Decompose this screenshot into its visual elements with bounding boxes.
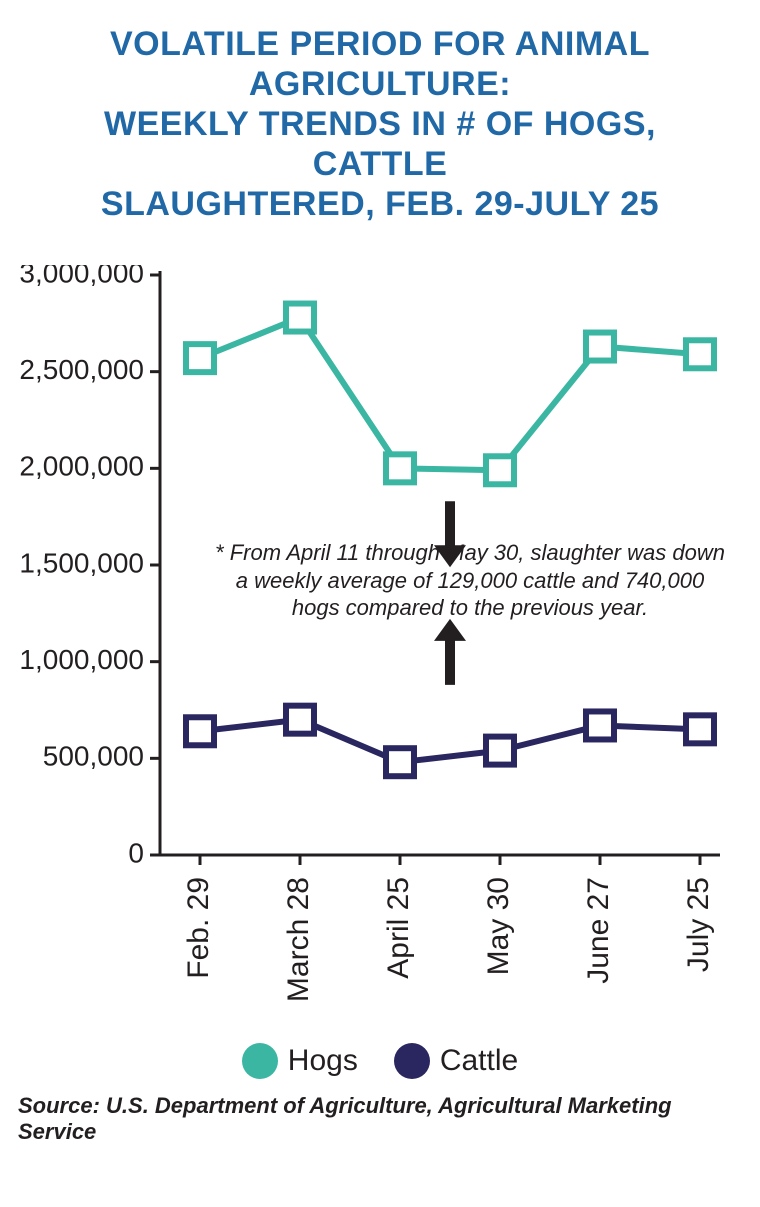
x-tick-label: Feb. 29 — [182, 877, 215, 979]
title-line3: SLAUGHTERED, FEB. 29-JULY 25 — [40, 184, 720, 224]
legend-label: Cattle — [440, 1044, 518, 1078]
series-marker-cattle — [486, 736, 514, 764]
x-tick-label: July 25 — [682, 877, 715, 972]
series-marker-cattle — [586, 711, 614, 739]
source-text: Source: U.S. Department of Agriculture, … — [0, 1079, 760, 1145]
y-tick-label: 2,500,000 — [20, 354, 144, 385]
y-tick-label: 3,000,000 — [20, 265, 144, 288]
legend-swatch-icon — [242, 1043, 278, 1079]
legend-swatch-icon — [394, 1043, 430, 1079]
series-marker-cattle — [386, 748, 414, 776]
series-marker-hogs — [286, 303, 314, 331]
series-line-hogs — [200, 317, 700, 470]
series-marker-hogs — [486, 456, 514, 484]
series-marker-hogs — [386, 454, 414, 482]
series-line-cattle — [200, 719, 700, 762]
legend-label: Hogs — [288, 1044, 358, 1078]
legend-item-cattle: Cattle — [394, 1043, 518, 1079]
y-tick-label: 1,000,000 — [20, 644, 144, 675]
annotation-text: * From April 11 through May 30, slaughte… — [210, 539, 730, 649]
x-tick-label: May 30 — [482, 877, 515, 975]
series-marker-hogs — [586, 332, 614, 360]
x-tick-label: April 25 — [382, 877, 415, 979]
legend: Hogs Cattle — [0, 1043, 760, 1079]
y-tick-label: 0 — [128, 837, 144, 868]
series-marker-cattle — [686, 715, 714, 743]
series-marker-hogs — [686, 340, 714, 368]
y-tick-label: 1,500,000 — [20, 547, 144, 578]
chart-title: VOLATILE PERIOD FOR ANIMAL AGRICULTURE: … — [0, 0, 760, 235]
title-line1: VOLATILE PERIOD FOR ANIMAL AGRICULTURE: — [40, 24, 720, 104]
x-tick-label: March 28 — [282, 877, 315, 1002]
line-chart-svg: 0 500,000 1,000,000 1,500,000 2,000,000 2,500… — [20, 265, 740, 1025]
series-marker-cattle — [286, 705, 314, 733]
legend-item-hogs: Hogs — [242, 1043, 358, 1079]
y-tick-label: 500,000 — [43, 740, 144, 771]
x-tick-label: June 27 — [582, 877, 615, 984]
y-tick-label: 2,000,000 — [20, 450, 144, 481]
title-line2: WEEKLY TRENDS IN # OF HOGS, CATTLE — [40, 104, 720, 184]
series-marker-cattle — [186, 717, 214, 745]
chart-area: 0 500,000 1,000,000 1,500,000 2,000,000 2,500… — [20, 265, 740, 1025]
series-marker-hogs — [186, 344, 214, 372]
